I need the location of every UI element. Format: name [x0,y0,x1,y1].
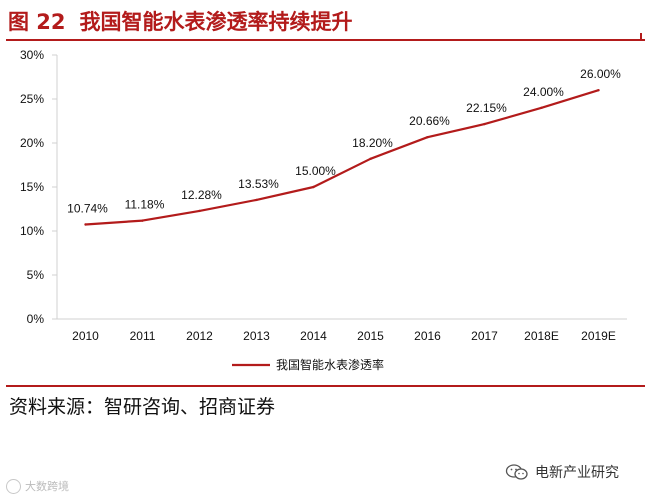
data-label: 13.53% [238,177,279,191]
data-label: 22.15% [466,101,507,115]
data-point [426,135,429,139]
data-point [597,89,600,92]
data-label: 26.00% [580,67,621,81]
data-point [312,185,315,189]
series-line [85,89,599,226]
title-rule [6,39,645,41]
x-tick-label: 2013 [243,329,270,343]
data-point [483,122,486,126]
y-tick-label: 25% [20,92,44,106]
line-chart: 0% 5% 10% 15% 20% 25% 30% 2010 2011 2012 2013 2014 2… [20,48,627,372]
figure-number: 图 22 [8,10,66,34]
figure-title: 图 22 我国智能水表渗透率持续提升 [8,6,353,36]
y-tick-label: 20% [20,136,44,150]
watermark-right-text: 电新产业研究 [535,465,619,481]
title-rule-tick [640,33,642,41]
data-point [141,219,144,222]
data-label: 15.00% [295,164,336,178]
legend-label: 我国智能水表渗透率 [276,357,384,372]
y-tick-label: 0% [27,312,45,326]
data-label: 11.18% [125,198,165,212]
watermark-left: 大数跨境 [6,478,69,494]
data-label: 18.20% [352,136,393,150]
data-point [255,198,258,202]
data-point [540,106,543,110]
data-point [198,209,201,213]
x-tick-label: 2012 [186,329,213,343]
data-point [84,223,87,226]
x-tick-label: 2018E [524,329,559,343]
y-tick-label: 30% [20,48,44,62]
x-tick-label: 2017 [471,329,498,343]
source-rule [6,385,645,387]
x-tick-label: 2014 [300,329,327,343]
y-tick-label: 10% [20,224,44,238]
y-tick-label: 15% [20,180,44,194]
x-tick-label: 2011 [130,329,156,343]
data-label: 10.74% [67,201,108,215]
data-label: 12.28% [181,188,222,202]
x-tick-label: 2019E [581,329,616,343]
data-point [369,157,372,161]
watermark-logo-icon [6,478,21,494]
watermark-left-text: 大数跨境 [25,480,69,493]
x-tick-label: 2016 [414,329,441,343]
data-label: 24.00% [523,85,564,99]
data-label: 20.66% [409,114,450,128]
y-tick-label: 5% [27,268,45,282]
x-tick-label: 2015 [357,329,384,343]
source-note: 资料来源：智研咨询、招商证券 [9,396,276,418]
watermark-right: 电新产业研究 [505,462,619,482]
figure-title-text: 我国智能水表渗透率持续提升 [79,10,353,34]
wechat-icon [505,464,528,480]
x-tick-label: 2010 [72,329,99,343]
